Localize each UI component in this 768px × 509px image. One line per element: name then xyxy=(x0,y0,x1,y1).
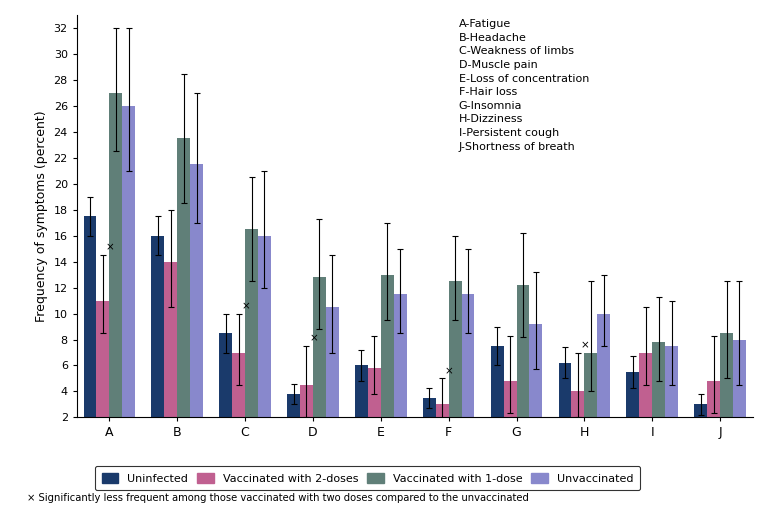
Bar xyxy=(435,405,449,417)
Bar xyxy=(84,216,97,417)
Bar xyxy=(164,262,177,417)
Bar xyxy=(287,394,300,417)
Bar xyxy=(232,353,245,417)
Bar xyxy=(449,281,462,417)
Text: × Significantly less frequent among those vaccinated with two doses compared to : × Significantly less frequent among thos… xyxy=(27,493,528,503)
Bar xyxy=(151,236,164,417)
Bar xyxy=(694,405,707,417)
Bar xyxy=(355,365,368,417)
Bar xyxy=(558,363,571,417)
Bar xyxy=(245,229,258,417)
Bar xyxy=(571,391,584,417)
Text: ×: × xyxy=(445,366,454,376)
Bar xyxy=(122,106,135,417)
Bar xyxy=(639,353,652,417)
Bar xyxy=(368,368,381,417)
Bar xyxy=(584,353,598,417)
Bar xyxy=(300,385,313,417)
Text: ×: × xyxy=(581,340,589,350)
Bar xyxy=(517,285,529,417)
Bar xyxy=(109,93,122,417)
Text: ×: × xyxy=(106,243,114,252)
Bar xyxy=(665,346,678,417)
Bar xyxy=(381,275,394,417)
Bar xyxy=(190,164,203,417)
Bar xyxy=(652,342,665,417)
Bar xyxy=(220,333,232,417)
Bar xyxy=(258,236,271,417)
Bar xyxy=(326,307,339,417)
Bar xyxy=(529,324,542,417)
Bar xyxy=(707,381,720,417)
Legend: Uninfected, Vaccinated with 2-doses, Vaccinated with 1-dose, Unvaccinated: Uninfected, Vaccinated with 2-doses, Vac… xyxy=(95,466,640,490)
Bar xyxy=(423,398,435,417)
Bar xyxy=(462,294,475,417)
Bar xyxy=(97,301,109,417)
Bar xyxy=(598,314,610,417)
Text: ×: × xyxy=(310,333,318,344)
Bar xyxy=(177,138,190,417)
Bar xyxy=(491,346,504,417)
Bar xyxy=(313,277,326,417)
Bar xyxy=(504,381,517,417)
Bar xyxy=(720,333,733,417)
Bar xyxy=(627,372,639,417)
Bar xyxy=(394,294,406,417)
Text: A-Fatigue
B-Headache
C-Weakness of limbs
D-Muscle pain
E-Loss of concentration
F: A-Fatigue B-Headache C-Weakness of limbs… xyxy=(458,19,589,152)
Text: ×: × xyxy=(241,301,250,311)
Bar xyxy=(733,340,746,417)
Y-axis label: Frequency of symptoms (percent): Frequency of symptoms (percent) xyxy=(35,110,48,322)
